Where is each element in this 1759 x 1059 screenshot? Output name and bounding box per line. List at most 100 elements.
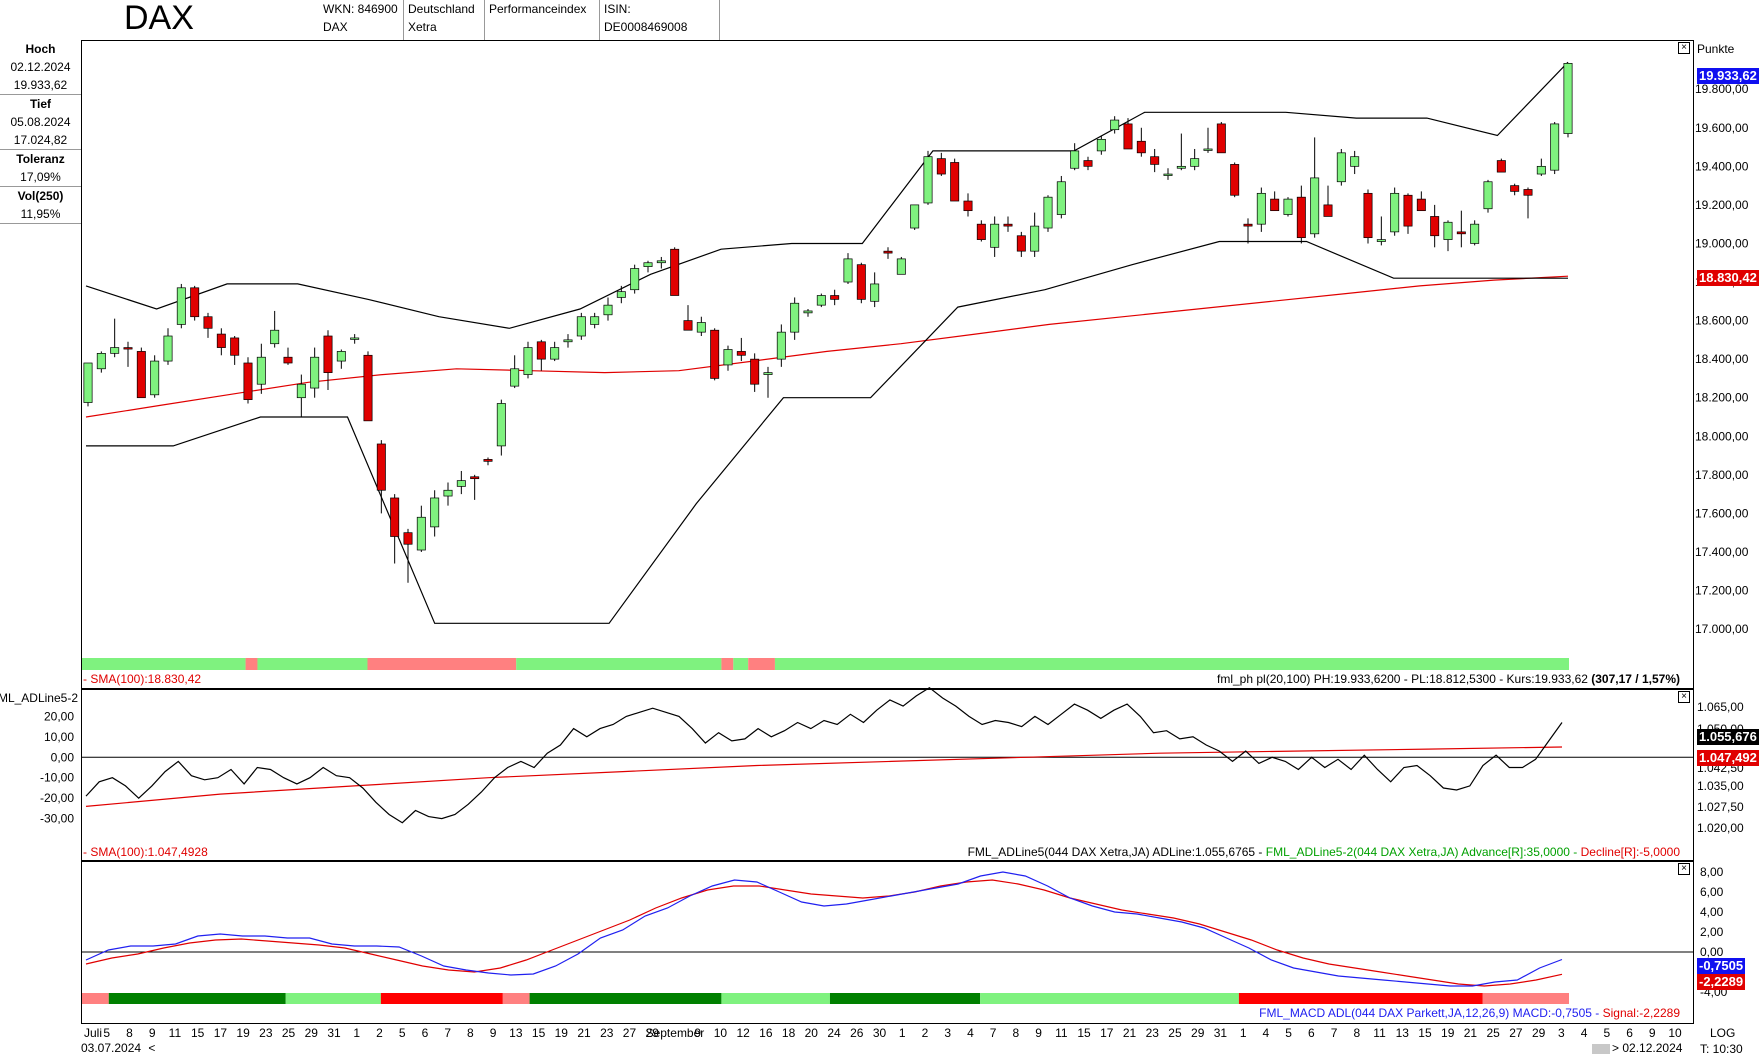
close-macd-panel-icon[interactable]: × [1678, 863, 1690, 875]
y-tick-label: 17.600,00 [1695, 506, 1749, 520]
macd-chart-frame [81, 861, 1694, 1024]
candle-body [1296, 196, 1306, 239]
trend-bar-segment [516, 658, 722, 670]
adline-right-tick: 1.065,00 [1697, 700, 1744, 714]
candle-body [1403, 194, 1413, 227]
candle-body [203, 316, 213, 329]
log-toggle[interactable]: LOG [1710, 1026, 1736, 1040]
candle-body [350, 337, 360, 340]
x-tick-label: 1 [353, 1026, 360, 1040]
unit-label: Punkte [1697, 42, 1735, 56]
range-start-date: 03.07.2024 [81, 1041, 142, 1055]
candle-body [536, 341, 546, 360]
candle-body [243, 362, 253, 400]
candle-body [1310, 177, 1320, 235]
y-tick-label: 18.200,00 [1695, 391, 1749, 405]
adline-left-tick: -30,00 [40, 812, 74, 826]
candle-body [736, 351, 746, 356]
hoch-label: Hoch [25, 42, 56, 56]
candle-body [1523, 189, 1533, 196]
candle-body [790, 302, 800, 333]
scroll-left-button[interactable]: < [148, 1041, 156, 1055]
exchange-label: Xetra [408, 20, 437, 34]
candle-body [456, 480, 466, 487]
candle-body [936, 158, 946, 175]
x-tick-label: 6 [1626, 1026, 1633, 1040]
stat-vol: Vol(250) 11,95% [0, 187, 81, 224]
header-cell-exchange: Deutschland Xetra [404, 0, 485, 40]
x-tick-label: 31 [327, 1026, 341, 1040]
x-tick-label: 19 [555, 1026, 569, 1040]
candle-body [1176, 165, 1186, 169]
candle-body [136, 351, 146, 399]
candle-body [1056, 181, 1066, 215]
macd-bar-segment [502, 993, 530, 1004]
stat-tief: Tief 05.08.2024 17.024,82 [0, 95, 81, 150]
signal-path [85, 879, 1563, 987]
adline-badge: 1.055,676 [1697, 729, 1759, 745]
y-tick-label: 19.800,00 [1695, 82, 1749, 96]
adline-series [85, 686, 1563, 824]
x-tick-label: September [646, 1026, 705, 1040]
adline-right-tick: 1.020,00 [1697, 821, 1744, 835]
x-tick-label: 29 [1532, 1026, 1546, 1040]
candle-body [630, 268, 640, 291]
x-tick-label: 8 [126, 1026, 133, 1040]
page-title: DAX [124, 0, 194, 37]
x-tick-label: 31 [1214, 1026, 1228, 1040]
candle-body [856, 264, 866, 300]
macd-badge: -0,7505 [1697, 958, 1746, 974]
close-adline-panel-icon[interactable]: × [1678, 691, 1690, 703]
candle-body [563, 339, 573, 343]
candle-body [496, 403, 506, 447]
x-tick-label: 3 [1558, 1026, 1565, 1040]
candle-body [483, 459, 493, 462]
candle-body [256, 356, 266, 385]
candle-body [603, 304, 613, 316]
x-tick-label: 13 [1396, 1026, 1410, 1040]
hoch-date: 02.12.2024 [10, 60, 71, 74]
candle-body [963, 200, 973, 212]
adline-left-tick: 0,00 [51, 750, 75, 764]
x-tick-label: 4 [967, 1026, 974, 1040]
x-tick-label: 4 [1263, 1026, 1270, 1040]
candle-body [1550, 123, 1560, 171]
macd-legend-red: Signal:-2,2289 [1602, 1006, 1680, 1020]
close-main-panel-icon[interactable]: × [1678, 42, 1690, 54]
candle-body [523, 347, 533, 375]
x-tick-label: 18 [782, 1026, 796, 1040]
range-end-row: > 02.12.2024 [1612, 1041, 1682, 1055]
candle-body [96, 353, 106, 370]
scrollbar-thumb[interactable] [1592, 1044, 1610, 1054]
candle-body [1203, 148, 1213, 151]
y-tick-label: 17.200,00 [1695, 584, 1749, 598]
candle-body [390, 497, 400, 537]
header-cell-isin: ISIN: DE0008469008 [600, 0, 720, 40]
scroll-right-button[interactable]: > [1612, 1041, 1620, 1055]
x-tick-label: 17 [1100, 1026, 1114, 1040]
candle-body [1256, 192, 1266, 225]
channel-lower-path [86, 240, 1568, 624]
y-tick-label: 17.000,00 [1695, 622, 1749, 636]
candle-body [1563, 63, 1573, 134]
candle-body [590, 316, 600, 325]
tief-value: 17.024,82 [13, 133, 68, 147]
candle-body [1536, 165, 1546, 175]
x-tick-label: 4 [1581, 1026, 1588, 1040]
candle-body [750, 358, 760, 385]
candle-body [1390, 192, 1400, 233]
range-end-date: 02.12.2024 [1622, 1041, 1683, 1055]
candle-body [1030, 225, 1040, 252]
y-tick-label: 18.600,00 [1695, 314, 1749, 328]
macd-bar-segment [829, 993, 981, 1004]
y-tick-label: 19.200,00 [1695, 198, 1749, 212]
macd-bar-segment [980, 993, 1239, 1004]
adline-right-tick: 1.027,50 [1697, 800, 1744, 814]
index-type-label: Performanceindex [489, 2, 587, 16]
x-tick-label: 9 [149, 1026, 156, 1040]
main-y-axis: 17.000,00 17.200,00 17.400,00 17.600,00 17.8… [1695, 82, 1749, 636]
x-tick-label: 21 [577, 1026, 591, 1040]
candle-body [1110, 119, 1120, 131]
trend-color-bar [82, 658, 1569, 670]
